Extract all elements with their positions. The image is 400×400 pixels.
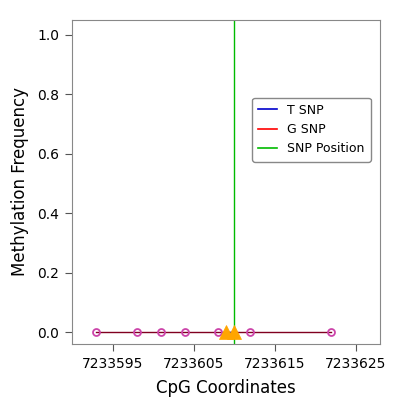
Y-axis label: Methylation Frequency: Methylation Frequency bbox=[11, 88, 29, 276]
X-axis label: CpG Coordinates: CpG Coordinates bbox=[156, 379, 296, 397]
Legend: T SNP, G SNP, SNP Position: T SNP, G SNP, SNP Position bbox=[252, 98, 371, 162]
